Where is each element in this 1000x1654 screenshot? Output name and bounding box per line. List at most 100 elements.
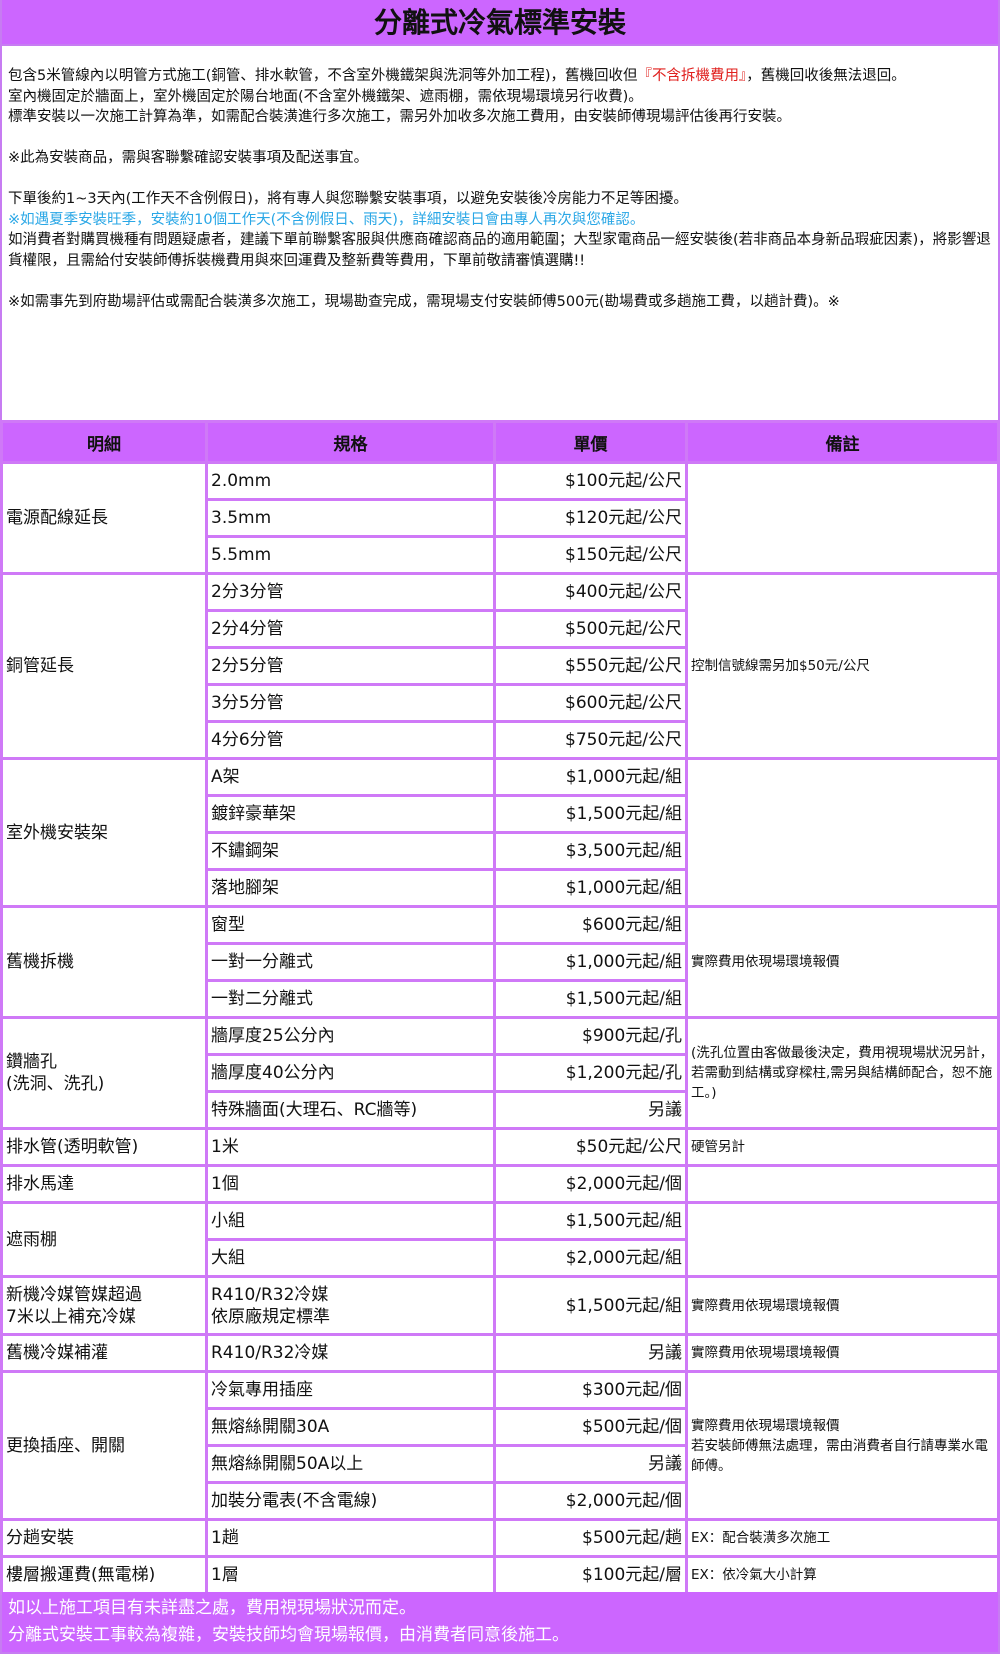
table-row: 鍍鋅豪華架 $1,500元起/組 <box>3 797 997 831</box>
price-table: 明細 規格 單價 備註 電源配線延長 2.0mm $100元起/公尺 3.5mm $120元起… <box>0 420 1000 1595</box>
table-row: 樓層搬運費(無電梯) 1層 $100元起/層 EX：依冷氣大小計算 <box>3 1558 997 1592</box>
price-cell: $1,000元起/組 <box>496 945 685 979</box>
price-cell: $1,500元起/組 <box>496 982 685 1016</box>
spec-cell: 鍍鋅豪華架 <box>208 797 493 831</box>
spec-cell: 一對一分離式 <box>208 945 493 979</box>
spec-cell: 特殊牆面(大理石、RC牆等) <box>208 1093 493 1127</box>
note-line: 如消費者對購買機種有問題疑慮者，建議下單前聯繫客服與供應商確認商品的適用範圍；大… <box>8 232 991 269</box>
price-cell: $1,500元起/組 <box>496 1204 685 1238</box>
remark-cell: 硬管另計 <box>688 1130 997 1164</box>
spec-cell: 冷氣專用插座 <box>208 1373 493 1407</box>
spec-cell: 2分5分管 <box>208 649 493 683</box>
item-name: 舊機拆機 <box>3 908 205 1016</box>
price-cell: $300元起/個 <box>496 1373 685 1407</box>
table-row: 遮雨棚 小組 $1,500元起/組 <box>3 1204 997 1275</box>
spec-cell: 無熔絲開關30A <box>208 1410 493 1444</box>
price-cell: $1,000元起/組 <box>496 871 685 905</box>
item-name: 更換插座、開關 <box>3 1373 205 1518</box>
price-cell: $1,000元起/組 <box>496 760 685 794</box>
price-cell: $150元起/公尺 <box>496 538 685 572</box>
remark-cell: 實際費用依現場環境報價 若安裝師傅無法處理，需由消費者自行請專業水電師傅。 <box>688 1373 997 1518</box>
remark-cell: 控制信號線需另加$50元/公尺 <box>688 575 997 757</box>
price-cell: $2,000元起/組 <box>496 1241 685 1275</box>
column-header: 規格 <box>208 423 493 461</box>
table-row: 分趟安裝 1趟 $500元起/趟 EX：配合裝潢多次施工 <box>3 1521 997 1555</box>
item-name: 分趟安裝 <box>3 1521 205 1555</box>
note-text: 包含5米管線內以明管方式施工(銅管、排水軟管，不含室外機鐵架與洗洞等外加工程)，… <box>8 68 638 84</box>
item-name: 鑽牆孔 (洗洞、洗孔) <box>3 1019 205 1127</box>
note-line: ※此為安裝商品，需與客聯繫確認安裝事項及配送事宜。 <box>8 150 369 166</box>
table-row: 一對二分離式 $1,500元起/組 <box>3 982 997 1016</box>
item-name: 舊機冷媒補灌 <box>3 1336 205 1370</box>
spec-cell: R410/R32冷媒 依原廠規定標準 <box>208 1278 493 1333</box>
table-row: 3.5mm $120元起/公尺 <box>3 501 997 535</box>
spec-cell: 2.0mm <box>208 464 493 498</box>
spec-cell: 牆厚度40公分內 <box>208 1056 493 1090</box>
table-row: 特殊牆面(大理石、RC牆等) 另議 <box>3 1093 997 1127</box>
spec-cell: 大組 <box>208 1241 493 1275</box>
highlight-text: 『不含拆機費用』 <box>637 68 747 84</box>
remark-cell <box>688 1204 997 1275</box>
spec-cell: 落地腳架 <box>208 871 493 905</box>
table-row: 牆厚度40公分內 $1,200元起/孔 <box>3 1056 997 1090</box>
table-row: 4分6分管 $750元起/公尺 <box>3 723 997 757</box>
price-cell: $750元起/公尺 <box>496 723 685 757</box>
spec-cell: 加裝分電表(不含電線) <box>208 1484 493 1518</box>
price-cell: $3,500元起/組 <box>496 834 685 868</box>
table-row: 無熔絲開關50A以上 另議 <box>3 1447 997 1481</box>
column-header: 明細 <box>3 423 205 461</box>
price-cell: $500元起/個 <box>496 1410 685 1444</box>
note-line: 室內機固定於牆面上，室外機固定於陽台地面(不含室外機鐵架、遮雨棚，需依現場環境另… <box>8 88 643 105</box>
table-row: 鑽牆孔 (洗洞、洗孔) 牆厚度25公分內 $900元起/孔 (洗孔位置由客做最後決定，費… <box>3 1019 997 1127</box>
price-cell: $500元起/趟 <box>496 1521 685 1555</box>
price-cell: $120元起/公尺 <box>496 501 685 535</box>
price-cell: $600元起/組 <box>496 908 685 942</box>
spec-cell: 1趟 <box>208 1521 493 1555</box>
note-line: ※如需事先到府勘場評估或需配合裝潢多次施工，現場勘查完成，需現場支付安裝師傅50… <box>8 293 840 310</box>
spec-cell: A架 <box>208 760 493 794</box>
table-row: 舊機拆機 窗型 $600元起/組 實際費用依現場環境報價 <box>3 908 997 1016</box>
column-header: 單價 <box>496 423 685 461</box>
remark-cell <box>688 760 997 905</box>
item-name: 電源配線延長 <box>3 464 205 572</box>
price-cell: 另議 <box>496 1447 685 1481</box>
spec-cell: 1層 <box>208 1558 493 1592</box>
table-row: 新機冷媒管媒超過 7米以上補充冷媒 R410/R32冷媒 依原廠規定標準 $1,500元… <box>3 1278 997 1333</box>
table-row: 2分4分管 $500元起/公尺 <box>3 612 997 646</box>
spec-cell: 3.5mm <box>208 501 493 535</box>
table-row: 室外機安裝架 A架 $1,000元起/組 <box>3 760 997 905</box>
price-cell: $100元起/公尺 <box>496 464 685 498</box>
remark-cell: 實際費用依現場環境報價 <box>688 1336 997 1370</box>
footer-line: 如以上施工項目有未詳盡之處，費用視現場狀況而定。 <box>8 1598 416 1618</box>
table-row: 電源配線延長 2.0mm $100元起/公尺 <box>3 464 997 572</box>
price-cell: $1,500元起/組 <box>496 797 685 831</box>
footer-line: 分離式安裝工事較為複雜，安裝技師均會現場報價，由消費者同意後施工。 <box>8 1625 569 1645</box>
price-cell: $50元起/公尺 <box>496 1130 685 1164</box>
footer-notice: 如以上施工項目有未詳盡之處，費用視現場狀況而定。 分離式安裝工事較為複雜，安裝技… <box>2 1592 998 1652</box>
install-notes: 包含5米管線內以明管方式施工(銅管、排水軟管，不含室外機鐵架與洗洞等外加工程)，… <box>2 46 998 420</box>
spec-cell: 1米 <box>208 1130 493 1164</box>
item-name: 室外機安裝架 <box>3 760 205 905</box>
item-name: 新機冷媒管媒超過 7米以上補充冷媒 <box>3 1278 205 1333</box>
page-title: 分離式冷氣標準安裝 <box>2 0 998 46</box>
note-line: 包含5米管線內以明管方式施工(銅管、排水軟管，不含室外機鐵架與洗洞等外加工程)，… <box>8 66 992 87</box>
note-line-highlight: ※如遇夏季安裝旺季，安裝約10個工作天(不含例假日、雨天)，詳細安裝日會由專人再… <box>8 211 645 228</box>
price-cell: 另議 <box>496 1336 685 1370</box>
item-name: 排水馬達 <box>3 1167 205 1201</box>
remark-cell <box>688 1167 997 1201</box>
spec-cell: 一對二分離式 <box>208 982 493 1016</box>
spec-cell: 4分6分管 <box>208 723 493 757</box>
spec-cell: 窗型 <box>208 908 493 942</box>
table-row: 排水馬達 1個 $2,000元起/個 <box>3 1167 997 1201</box>
note-text: ，舊機回收後無法退回。 <box>746 68 906 84</box>
spec-cell: 2分3分管 <box>208 575 493 609</box>
price-cell: $400元起/公尺 <box>496 575 685 609</box>
table-row: 無熔絲開關30A $500元起/個 <box>3 1410 997 1444</box>
price-cell: $600元起/公尺 <box>496 686 685 720</box>
price-cell: $1,200元起/孔 <box>496 1056 685 1090</box>
remark-cell: EX：配合裝潢多次施工 <box>688 1521 997 1555</box>
price-cell: $2,000元起/個 <box>496 1167 685 1201</box>
table-row: 一對一分離式 $1,000元起/組 <box>3 945 997 979</box>
price-cell: $100元起/層 <box>496 1558 685 1592</box>
